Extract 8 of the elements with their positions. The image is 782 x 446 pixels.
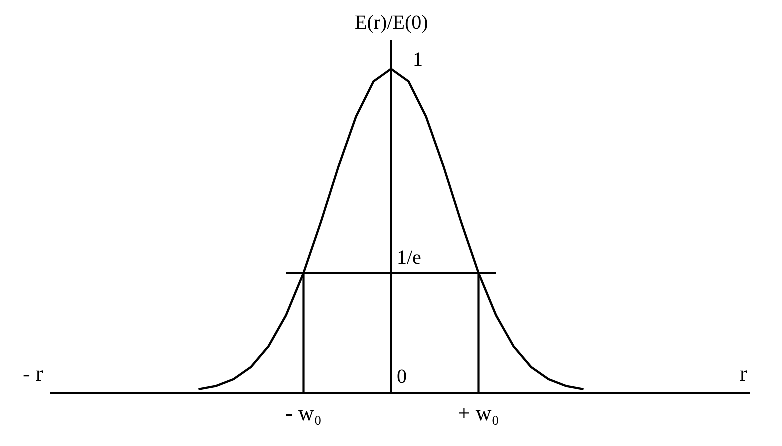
x-axis-title: r — [740, 361, 748, 386]
text: - r — [23, 361, 44, 386]
annotation: 1/e — [397, 247, 422, 269]
annotation: 0 — [397, 366, 407, 388]
y-axis-title: E(r)/E(0) — [355, 12, 428, 34]
x-tick-label: + w₀ — [458, 400, 500, 426]
x-tick-label: - w₀ — [286, 400, 322, 426]
annotation: 1 — [413, 49, 423, 71]
